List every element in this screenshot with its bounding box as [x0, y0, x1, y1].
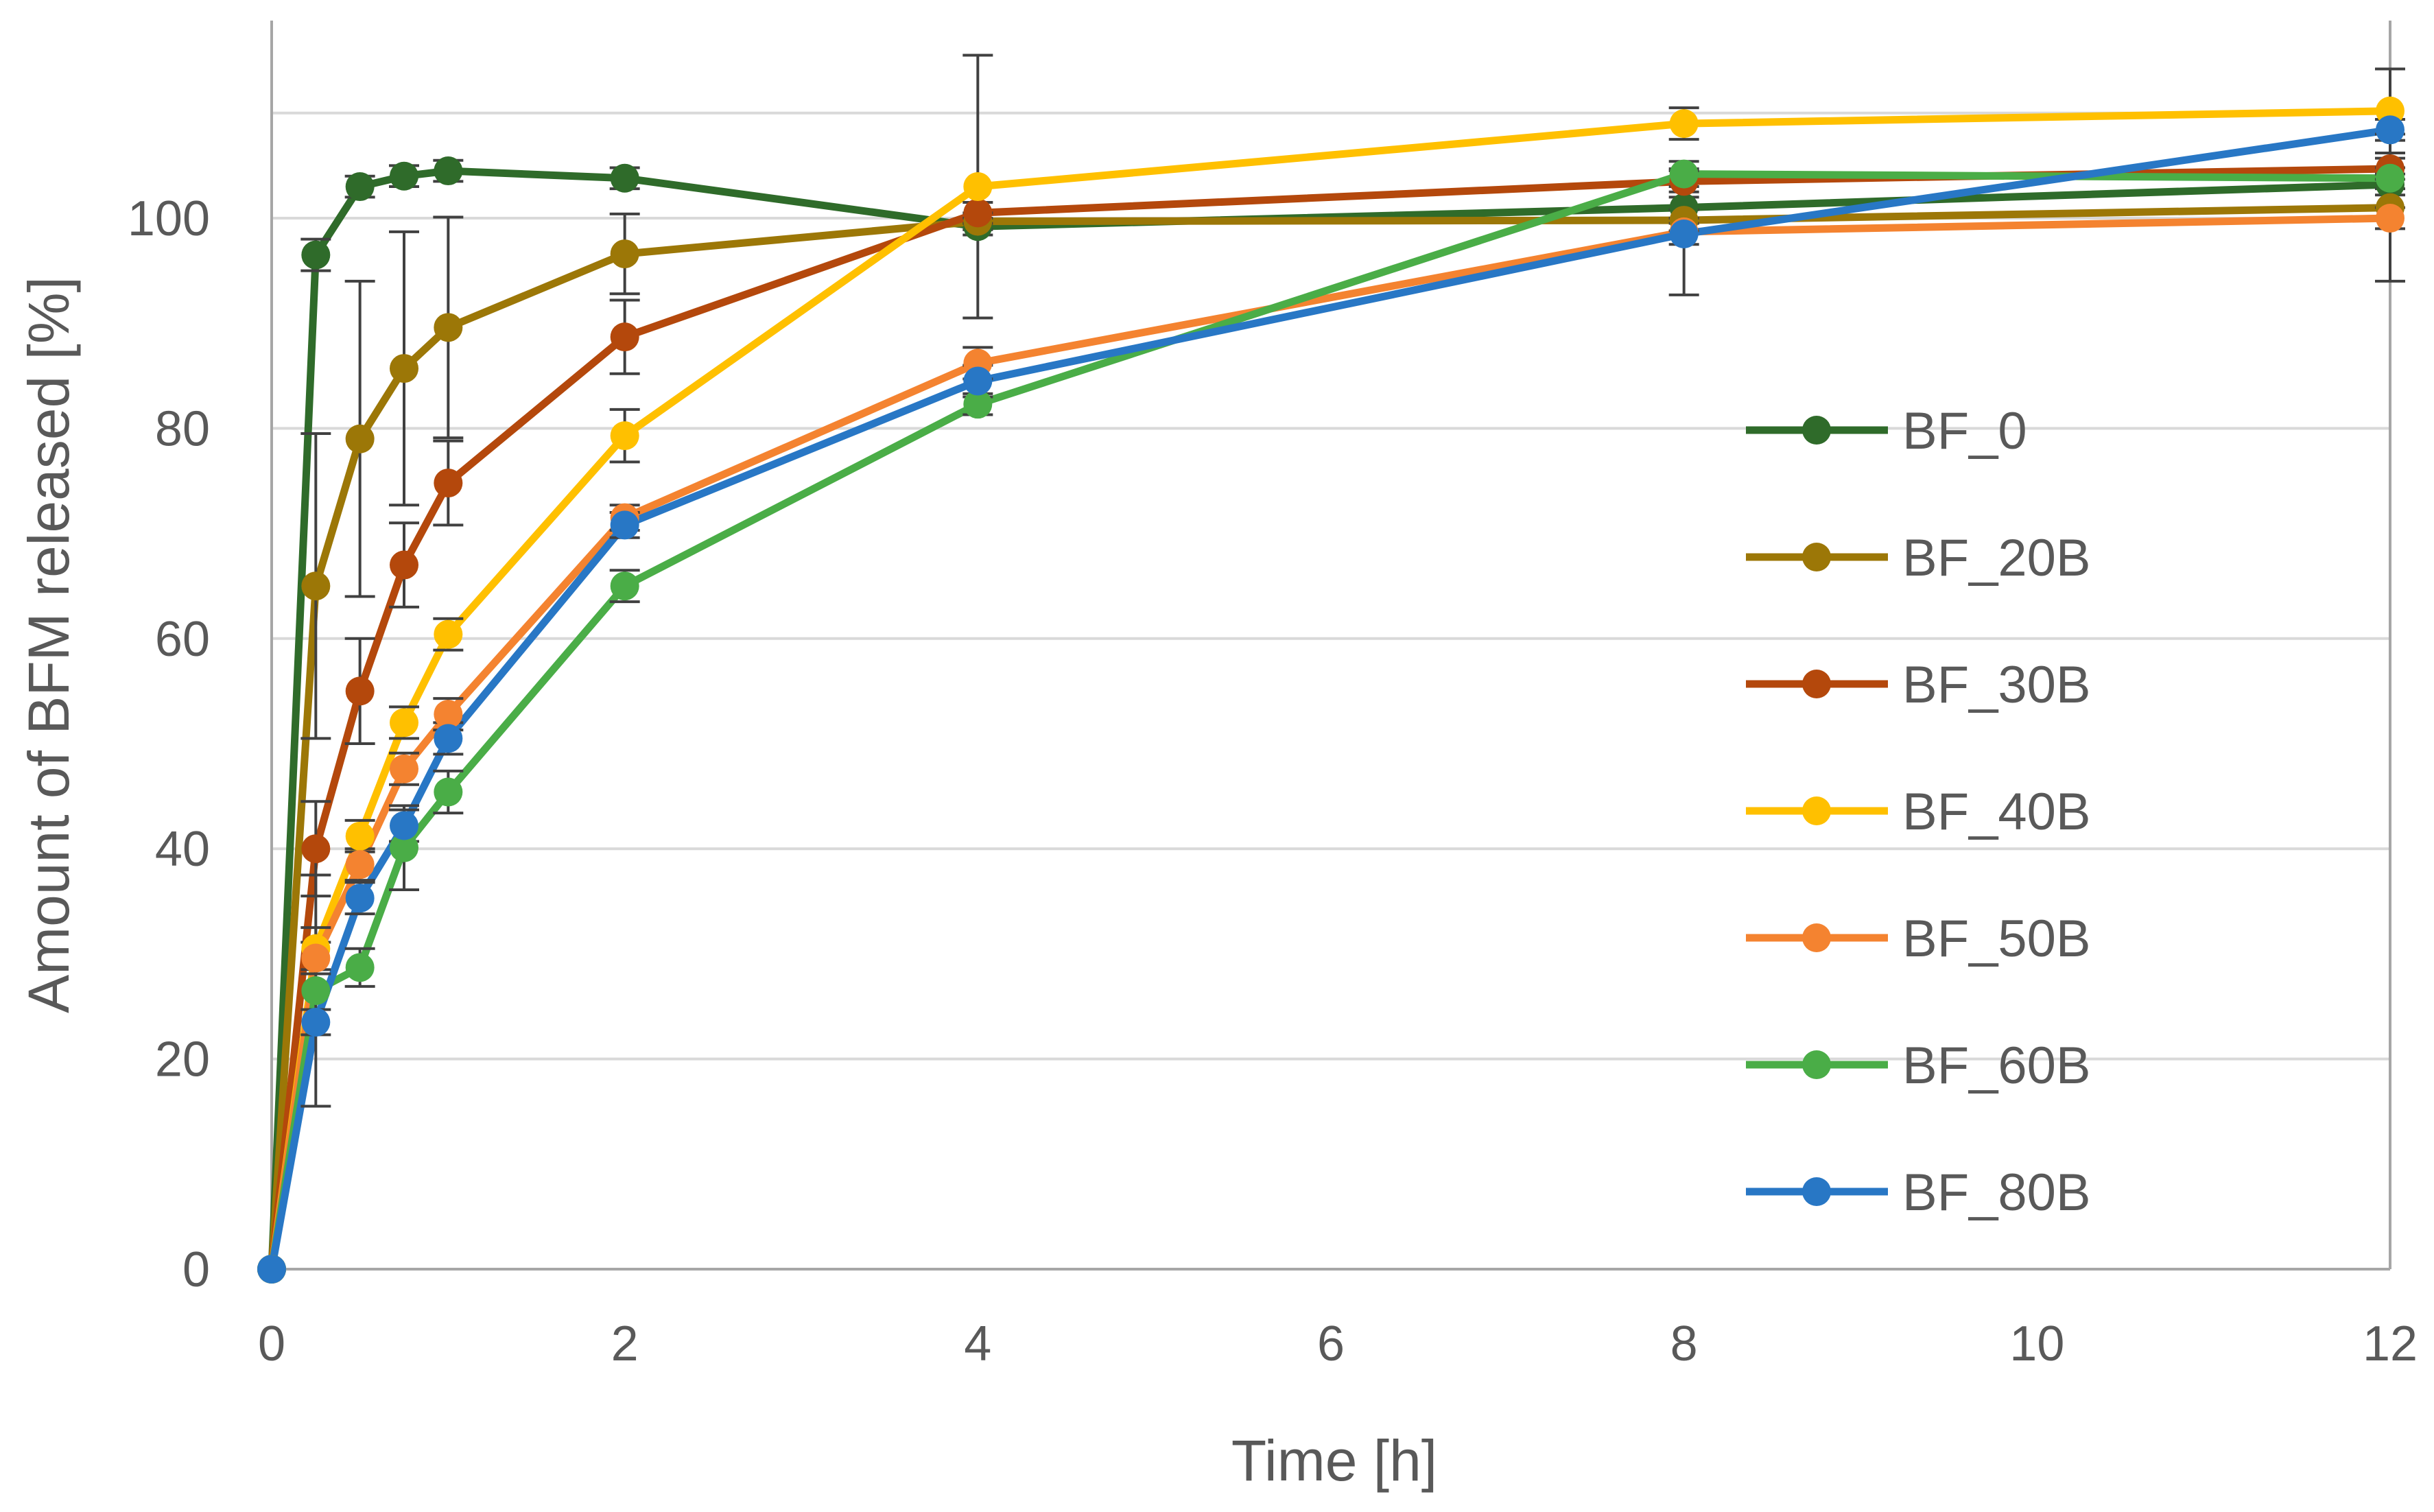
data-point-BF_50B	[301, 943, 331, 973]
legend-label-BF_40B: BF_40B	[1902, 783, 2091, 841]
legend-label-BF_80B: BF_80B	[1902, 1163, 2091, 1222]
data-point-BF_30B	[434, 469, 463, 498]
legend-marker-BF_30B	[1802, 670, 1831, 698]
data-point-BF_80B	[390, 811, 418, 840]
x-tick-label: 6	[1317, 1316, 1345, 1371]
data-point-BF_30B	[390, 550, 418, 580]
y-tick-label: 0	[182, 1242, 210, 1297]
data-point-BF_50B	[345, 850, 375, 879]
data-point-BF_80B	[1669, 219, 1699, 248]
data-point-BF_80B	[301, 1007, 331, 1037]
data-point-BF_30B	[301, 834, 331, 864]
legend-marker-BF_0	[1802, 416, 1831, 445]
series-line-BF_30B	[268, 165, 2391, 1270]
data-point-BF_40B	[610, 421, 639, 451]
data-point-BF_60B	[301, 976, 331, 1006]
data-point-BF_60B	[1669, 159, 1699, 189]
data-point-BF_60B	[610, 571, 639, 601]
legend-label-BF_0: BF_0	[1902, 402, 2027, 460]
legend-marker-BF_80B	[1802, 1177, 1831, 1206]
data-point-BF_50B	[390, 754, 418, 783]
data-point-BF_20B	[345, 424, 375, 453]
series-line-BF_60B	[268, 170, 2391, 1270]
data-point-BF_50B	[434, 700, 463, 729]
data-point-BF_40B	[345, 821, 375, 851]
data-point-BF_40B	[963, 172, 993, 202]
data-point-BF_80B	[610, 510, 639, 540]
data-point-BF_30B	[345, 676, 375, 706]
tick-labels: 0 20 40 60 80 100 0 2 4 6 8 10 12	[128, 191, 2418, 1371]
data-point-BF_30B	[963, 198, 993, 228]
y-tick-label: 80	[155, 401, 210, 456]
legend-marker-BF_60B	[1802, 1050, 1831, 1079]
data-markers	[257, 96, 2405, 1284]
data-point-BF_0	[345, 172, 375, 202]
data-point-BF_80B	[434, 724, 463, 753]
legend-marker-BF_20B	[1802, 543, 1831, 571]
data-point-BF_20B	[610, 239, 639, 269]
legend-label-BF_60B: BF_60B	[1902, 1037, 2091, 1095]
data-point-BF_30B	[610, 322, 639, 352]
y-tick-label: 100	[128, 191, 210, 246]
legend-marker-BF_40B	[1802, 796, 1831, 825]
data-point-BF_0	[434, 156, 463, 186]
data-point-BF_80B	[963, 366, 993, 396]
legend-marker-BF_50B	[1802, 923, 1831, 952]
x-tick-label: 10	[2009, 1316, 2064, 1371]
legend-label-BF_50B: BF_50B	[1902, 910, 2091, 968]
x-tick-label: 2	[611, 1316, 639, 1371]
series-line-BF_50B	[268, 214, 2391, 1270]
x-tick-label: 0	[258, 1316, 285, 1371]
series-line-BF_0	[268, 167, 2391, 1270]
legend-label-BF_30B: BF_30B	[1902, 656, 2091, 714]
legend-label-BF_20B: BF_20B	[1902, 529, 2091, 587]
data-point-BF_80B	[345, 884, 375, 913]
data-point-BF_20B	[434, 313, 463, 342]
y-axis-title: Amount of BFM released [%]	[16, 276, 81, 1013]
legend: BF_0 BF_20B BF_30B BF_40B BF_50B BF_60B BF_80B	[1746, 402, 2091, 1222]
data-point-BF_20B	[301, 571, 331, 601]
data-point-BF_20B	[390, 354, 418, 383]
data-point-BF_80B	[2376, 115, 2405, 145]
x-axis-title: Time [h]	[1231, 1428, 1437, 1493]
data-point-BF_0	[390, 161, 418, 191]
data-point-BF_50B	[2376, 204, 2405, 233]
data-point-BF_40B	[390, 708, 418, 737]
data-point-BF_0	[301, 240, 331, 270]
data-point-BF_60B	[2376, 163, 2405, 193]
data-point-BF_40B	[434, 619, 463, 649]
data-point-BF_60B	[963, 390, 993, 419]
data-point-BF_60B	[345, 953, 375, 982]
y-tick-label: 20	[155, 1032, 210, 1087]
y-tick-label: 60	[155, 612, 210, 667]
data-point-BF_40B	[1669, 109, 1699, 139]
x-tick-label: 8	[1670, 1316, 1698, 1371]
data-point-BF_80B	[257, 1255, 286, 1284]
data-point-BF_0	[610, 163, 639, 193]
data-point-BF_60B	[390, 833, 418, 862]
x-tick-label: 4	[964, 1316, 991, 1371]
y-tick-label: 40	[155, 822, 210, 877]
data-point-BF_60B	[434, 777, 463, 807]
x-tick-label: 12	[2363, 1316, 2418, 1371]
